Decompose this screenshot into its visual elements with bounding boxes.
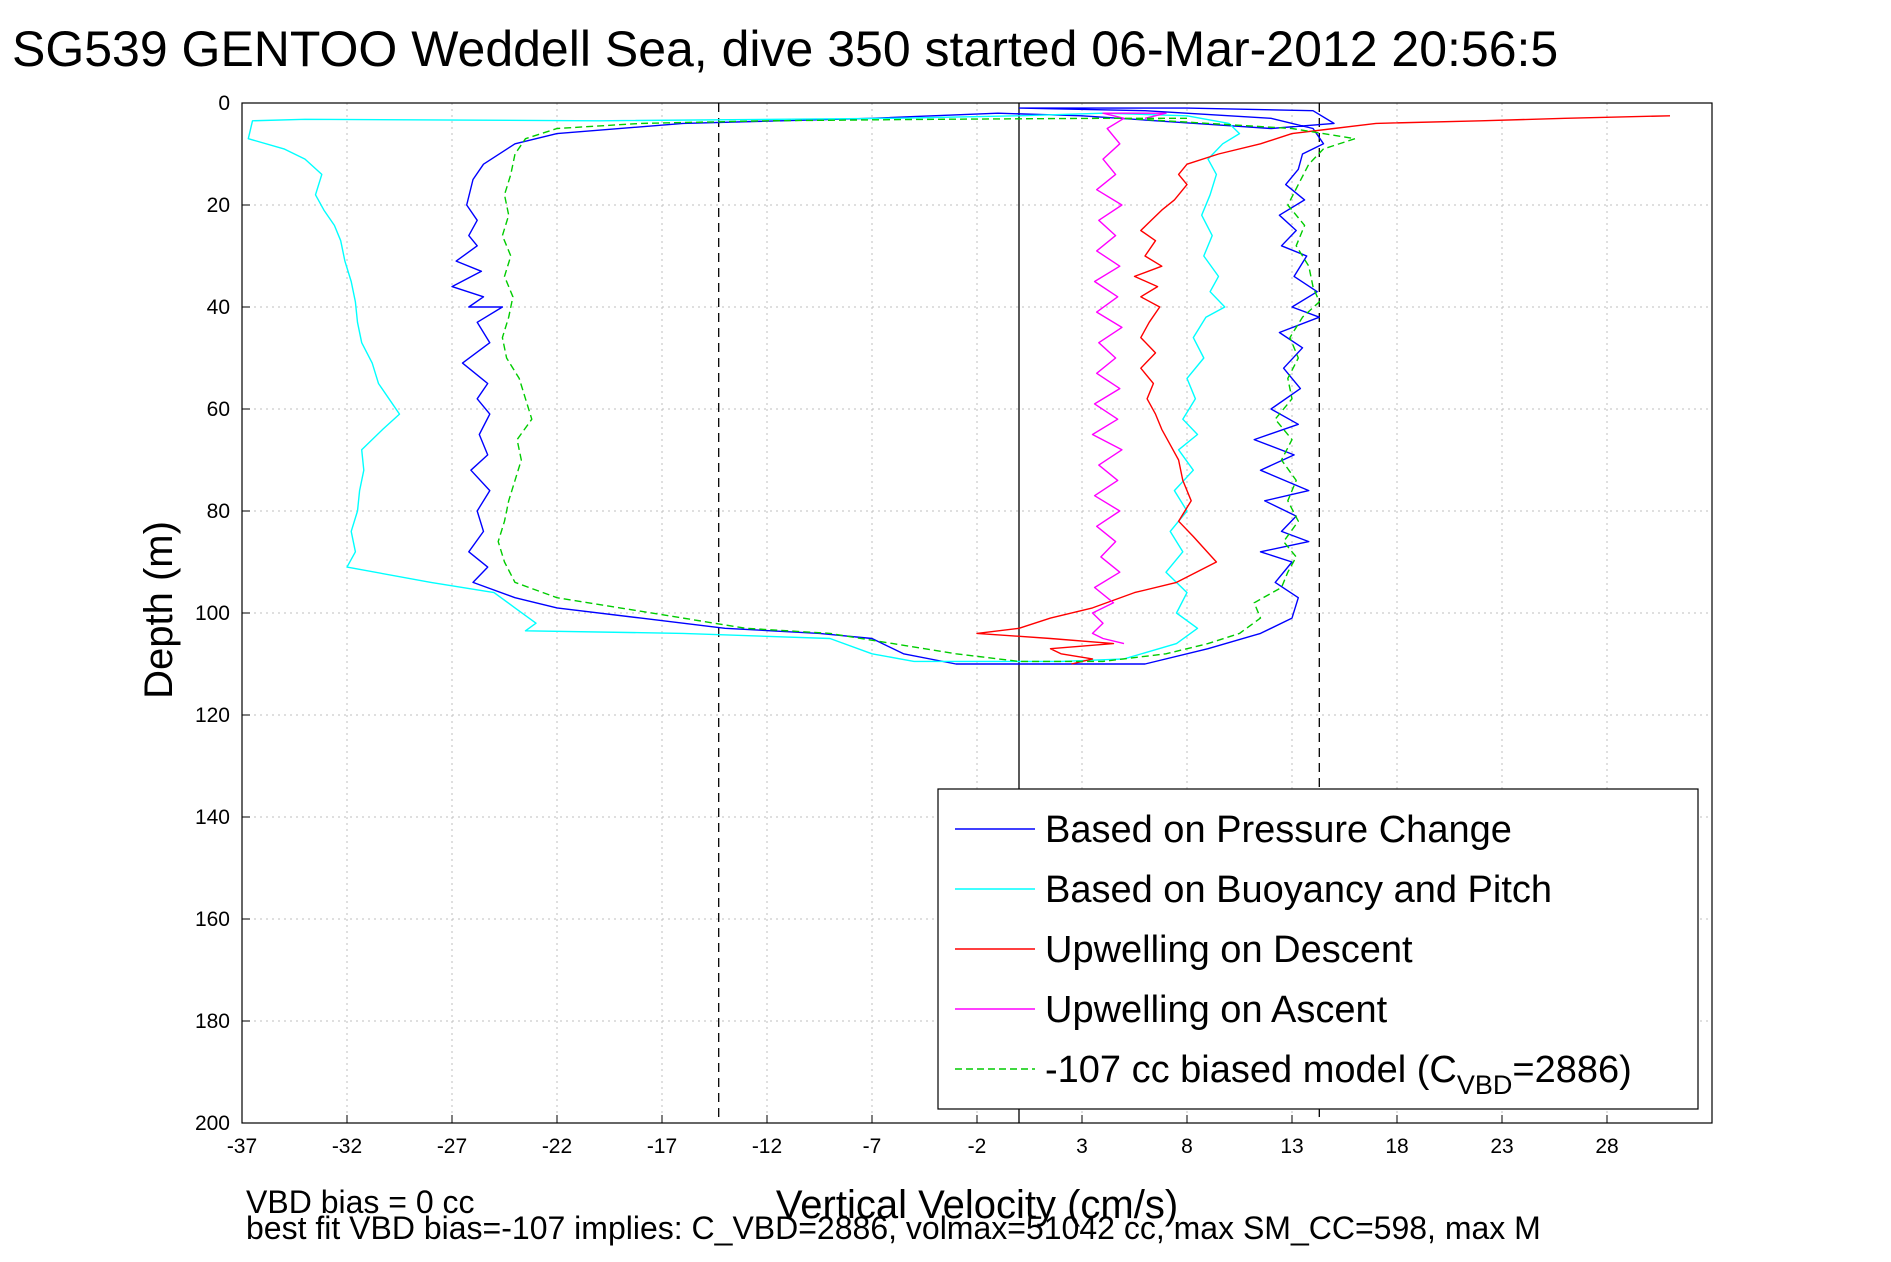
vbd-bias-note: VBD bias = 0 cc [246,1184,475,1220]
x-tick-label: 28 [1595,1135,1618,1158]
series-descent-line [976,115,1671,665]
y-tick-label: 200 [195,1112,230,1135]
x-tick-label: -32 [332,1135,362,1158]
legend: Based on Pressure Change Based on Buoyanc… [937,788,1699,1110]
x-tick-label: 8 [1181,1135,1193,1158]
y-tick-label: 140 [195,806,230,829]
y-axis-ticks: 0 20 40 60 80 100 120 140 160 180 200 [195,92,250,1135]
legend-label-model: -107 cc biased model (CVBD=2886) [1045,1049,1632,1100]
x-tick-label: 13 [1280,1135,1303,1158]
y-tick-label: 0 [218,92,230,115]
legend-label-ascent: Upwelling on Ascent [1045,989,1388,1031]
x-tick-label: 18 [1385,1135,1408,1158]
y-axis-label: Depth (m) [137,521,181,699]
y-tick-label: 120 [195,704,230,727]
y-tick-label: 60 [207,398,230,421]
y-tick-label: 40 [207,296,230,319]
y-tick-label: 100 [195,602,230,625]
y-tick-label: 20 [207,194,230,217]
x-tick-label: -27 [437,1135,467,1158]
series-lines [247,107,1671,665]
chart-title: SG539 GENTOO Weddell Sea, dive 350 start… [12,21,1558,77]
x-tick-label: -2 [968,1135,987,1158]
x-tick-label: -22 [542,1135,572,1158]
x-axis-label: Vertical Velocity (cm/s) [776,1183,1178,1227]
series-model-line [497,117,1356,663]
series-pressure-line [451,107,1335,665]
legend-label-descent: Upwelling on Descent [1045,929,1413,971]
y-tick-label: 160 [195,908,230,931]
x-tick-label: -7 [863,1135,882,1158]
y-tick-label: 80 [207,500,230,523]
y-tick-label: 180 [195,1010,230,1033]
x-tick-label: 23 [1490,1135,1513,1158]
x-tick-label: -12 [752,1135,782,1158]
legend-box [937,788,1699,1110]
legend-label-pressure: Based on Pressure Change [1045,809,1512,851]
x-tick-label: -37 [227,1135,257,1158]
series-ascent-line [1091,112,1167,645]
best-fit-note: best fit VBD bias=-107 implies: C_VBD=28… [246,1210,1541,1246]
x-axis-ticks: -37 -32 -27 -22 -17 -12 -7 -2 3 8 13 18 23 28 [227,1115,1619,1158]
series-buoyancy-line [247,112,1241,663]
x-tick-label: -17 [647,1135,677,1158]
legend-label-buoyancy: Based on Buoyancy and Pitch [1045,869,1552,911]
x-tick-label: 3 [1076,1135,1088,1158]
